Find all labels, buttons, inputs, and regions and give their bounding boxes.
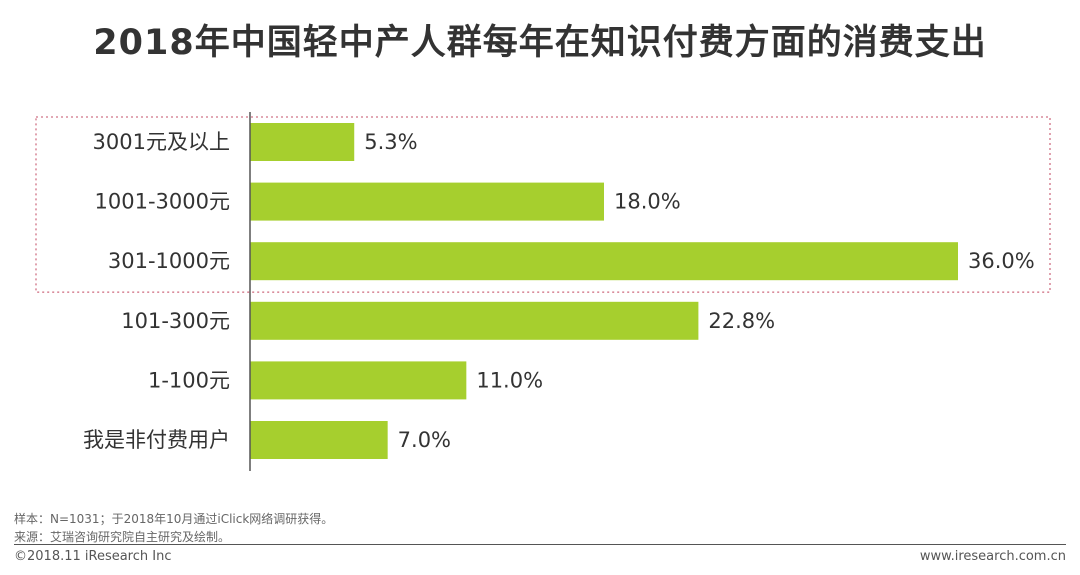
copyright: ©2018.11 iResearch Inc <box>14 549 172 564</box>
website-link[interactable]: www.iresearch.com.cn <box>919 549 1066 564</box>
sample-note: 样本：N=1031；于2018年10月通过iClick网络调研获得。 <box>14 512 334 526</box>
bar <box>250 242 958 281</box>
bar <box>250 182 604 221</box>
bar <box>250 361 467 400</box>
bar <box>250 421 388 459</box>
value-label: 22.8% <box>708 309 775 333</box>
category-label: 101-300元 <box>121 309 230 333</box>
category-label: 1-100元 <box>148 368 230 392</box>
category-label: 3001元及以上 <box>93 130 230 154</box>
bar <box>250 123 355 161</box>
category-label: 我是非付费用户 <box>83 428 230 452</box>
value-label: 5.3% <box>364 130 417 154</box>
highlight-box <box>35 116 1051 293</box>
value-label: 18.0% <box>614 190 681 214</box>
value-label: 11.0% <box>476 368 543 392</box>
value-label: 7.0% <box>398 428 451 452</box>
source-note: 来源：艾瑞咨询研究院自主研究及绘制。 <box>14 530 231 544</box>
footer-divider <box>14 544 1066 545</box>
chart-title: 2018年中国轻中产人群每年在知识付费方面的消费支出 <box>93 23 987 63</box>
category-label: 301-1000元 <box>108 249 230 273</box>
value-label: 36.0% <box>968 249 1035 273</box>
bar <box>250 301 699 340</box>
category-label: 1001-3000元 <box>95 190 230 214</box>
